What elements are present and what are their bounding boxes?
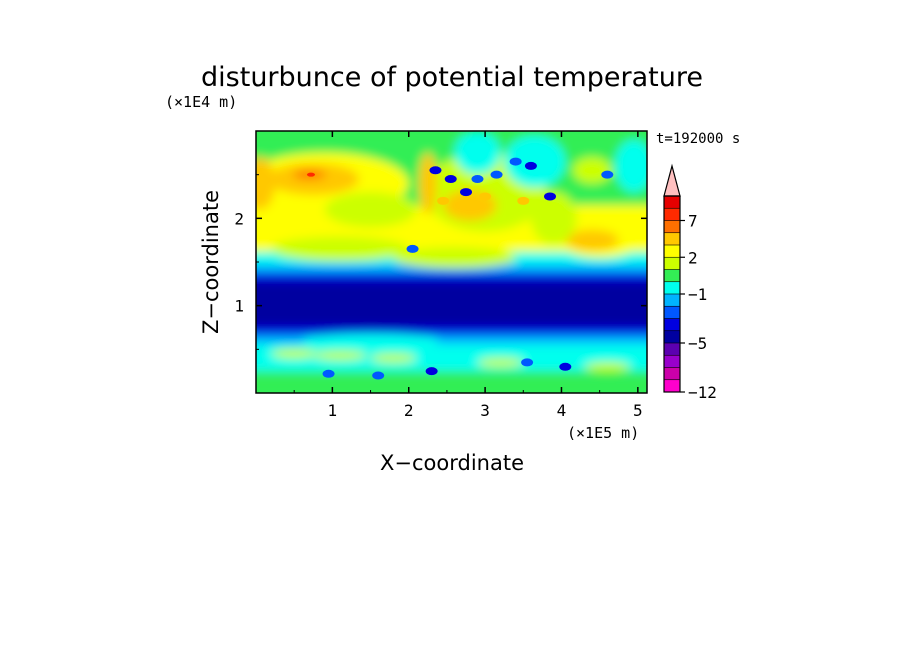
plot-area xyxy=(256,131,647,393)
chart-title: disturbunce of potential temperature xyxy=(201,62,703,93)
y-tick-label: 2 xyxy=(234,209,244,228)
field-blob xyxy=(418,152,437,214)
field-spot xyxy=(406,244,419,253)
colorbar-tick-label: 7 xyxy=(688,212,698,231)
colorbar-band xyxy=(664,269,680,282)
field-blob xyxy=(504,135,566,188)
field-layer xyxy=(256,281,647,331)
colorbar-tick-label: −5 xyxy=(688,334,707,353)
field-spot xyxy=(517,196,530,205)
field-spot xyxy=(460,188,473,197)
colorbar-band xyxy=(664,232,680,245)
colorbar-band xyxy=(664,379,680,392)
colorbar-extend-arrow xyxy=(663,163,681,197)
y-tick-label: 1 xyxy=(234,297,244,316)
field-layer xyxy=(256,335,647,345)
colorbar-band xyxy=(664,196,680,209)
field-blob xyxy=(530,192,577,245)
field-spot xyxy=(521,358,534,367)
x-tick-label: 3 xyxy=(480,401,490,420)
field-layer xyxy=(256,272,647,284)
colorbar-band xyxy=(664,294,680,307)
field-spot xyxy=(559,362,572,371)
x-axis: 1 2 3 4 5 xyxy=(293,131,643,420)
field-core xyxy=(306,172,315,177)
colorbar-band xyxy=(664,245,680,258)
colorbar-band xyxy=(664,208,680,221)
y-axis-label: Z−coordinate xyxy=(199,190,223,334)
colorbar-band xyxy=(664,257,680,270)
colorbar-tick-label: −12 xyxy=(688,383,717,402)
field-blob xyxy=(271,349,318,359)
colorbar-band xyxy=(664,343,680,356)
x-axis-label: X−coordinate xyxy=(380,451,524,475)
field-blob xyxy=(584,362,631,372)
field-spot xyxy=(544,192,557,201)
field-spot xyxy=(479,192,492,201)
y-unit-label: (×1E4 m) xyxy=(165,93,237,111)
field-blob xyxy=(614,139,647,193)
field-spot xyxy=(437,196,450,205)
field-blob xyxy=(370,353,417,363)
colorbar-band xyxy=(664,330,680,343)
x-unit-label: (×1E5 m) xyxy=(567,424,639,442)
field-blob xyxy=(393,247,516,269)
field-spot xyxy=(444,175,457,184)
colorbar-band xyxy=(664,367,680,380)
colorbar-band xyxy=(664,306,680,319)
field-layer xyxy=(256,371,647,393)
x-tick-label: 5 xyxy=(633,401,643,420)
field-blob xyxy=(324,192,417,228)
field-spot xyxy=(524,161,537,170)
field-spot xyxy=(372,371,385,380)
field-spot xyxy=(509,157,522,166)
field-blob xyxy=(313,351,367,360)
field-spot xyxy=(322,369,335,378)
field-blob xyxy=(572,157,612,184)
field-blob xyxy=(454,131,501,175)
colorbar-tick-label: −1 xyxy=(688,285,707,304)
field-layer xyxy=(256,344,647,374)
field-layer xyxy=(256,326,647,338)
field-spot xyxy=(425,367,438,376)
field-spot xyxy=(429,166,442,175)
x-tick-label: 2 xyxy=(404,401,414,420)
colorbar-band xyxy=(664,318,680,331)
field-blob xyxy=(267,163,360,195)
field-blob xyxy=(477,358,524,367)
time-label: t=192000 s xyxy=(656,131,740,147)
field-smooth-layer xyxy=(256,131,647,393)
y-axis: 12 xyxy=(234,174,647,350)
contour-field xyxy=(256,131,647,393)
field-spot xyxy=(601,170,614,179)
field-blob xyxy=(256,157,276,210)
x-tick-label: 4 xyxy=(557,401,567,420)
field-blob xyxy=(301,333,440,348)
field-blob xyxy=(565,229,619,251)
colorbar-band xyxy=(664,220,680,233)
field-spot xyxy=(471,175,484,184)
field-blob xyxy=(271,236,409,262)
colorbar-band xyxy=(664,281,680,294)
field-spot xyxy=(490,170,503,179)
colorbar-tick-label: 2 xyxy=(688,248,698,267)
x-tick-label: 1 xyxy=(328,401,338,420)
colorbar: 7 2 −1 −5 −12 xyxy=(663,163,717,402)
colorbar-band xyxy=(664,355,680,368)
